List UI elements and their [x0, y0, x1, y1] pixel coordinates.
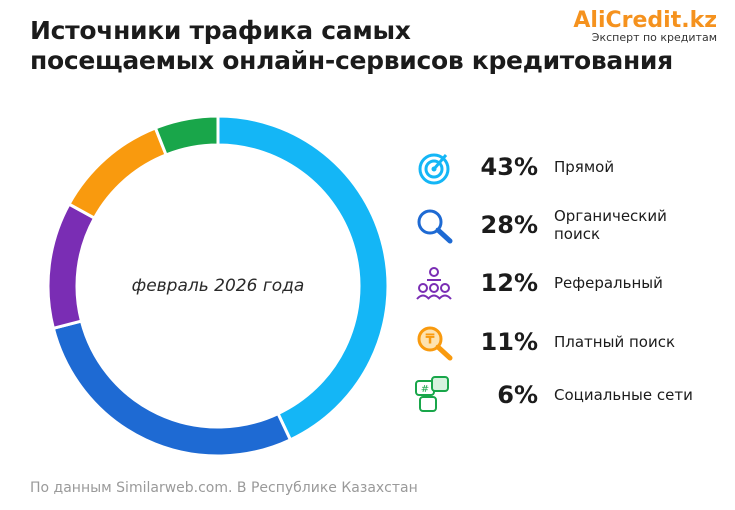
donut-segment — [46, 202, 97, 331]
brand: AliCredit.kz Эксперт по кредитам — [573, 8, 717, 44]
legend-icon — [417, 209, 453, 244]
legend-icon — [418, 153, 450, 185]
value-label: 43% — [480, 153, 538, 181]
legend-label: Платный поиск — [554, 333, 676, 351]
center-label: февраль 2026 года — [132, 276, 305, 296]
legend-icon — [416, 267, 452, 300]
donut-segment — [51, 319, 293, 458]
legend-label: Реферальный — [554, 274, 663, 292]
legend-icon: ₸ — [417, 326, 453, 361]
source-note: По данным Similarweb.com. В Республике К… — [30, 480, 418, 496]
value-label: 6% — [497, 381, 538, 409]
value-label: 12% — [480, 269, 538, 297]
legend-item: 12% Реферальный — [410, 261, 694, 305]
legend-label: Социальные сети — [554, 386, 693, 404]
donut-chart: февраль 2026 года — [46, 114, 390, 458]
donut-segment — [153, 114, 220, 157]
chart-title: Источники трафика самых посещаемых онлай… — [30, 16, 673, 76]
value-label: 11% — [480, 328, 538, 356]
legend-label: Органический поиск — [554, 207, 667, 243]
svg-text:#: # — [421, 384, 429, 395]
title-line: Источники трафика самых — [30, 16, 411, 45]
value-label: 28% — [480, 211, 538, 239]
legend-item: ₸ 11% Платный поиск — [410, 320, 694, 364]
legend-item: 28% Органический поиск — [410, 203, 694, 247]
legend-item: #6% Социальные сети — [410, 373, 694, 417]
logo: AliCredit.kz — [573, 8, 717, 33]
legend-item: 43% Прямой — [410, 145, 694, 189]
svg-text:₸: ₸ — [425, 333, 434, 348]
donut-segment — [66, 125, 169, 221]
legend-icon: # — [415, 376, 449, 412]
legend-label: Прямой — [554, 158, 615, 176]
tagline: Эксперт по кредитам — [591, 31, 717, 44]
title-line: посещаемых онлайн-сервисов кредитования — [30, 46, 673, 75]
